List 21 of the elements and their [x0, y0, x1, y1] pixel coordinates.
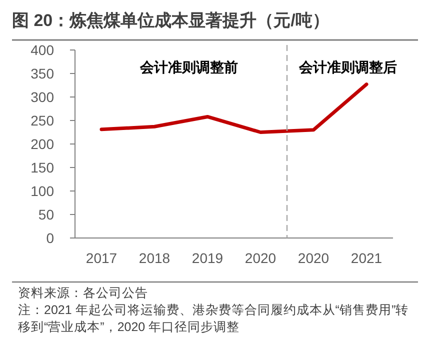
- y-tick-label: 100: [30, 183, 54, 199]
- annotation: 会计准则调整前: [139, 59, 238, 75]
- chart-title: 图 20：炼焦煤单位成本显著提升（元/吨）: [12, 11, 330, 30]
- x-tick-label: 2018: [138, 250, 170, 266]
- x-tick-label: 2019: [192, 250, 224, 266]
- y-tick-label: 400: [30, 42, 54, 58]
- y-tick-label: 350: [30, 66, 54, 82]
- text: 资料来源：各公司公告: [18, 285, 149, 302]
- annotation: 会计准则调整后: [298, 59, 397, 75]
- y-tick-label: 300: [30, 89, 54, 105]
- text: 注：2021 年起公司将运输费、港杂费等合同履约成本从“销售费用”转移到“营业成本”，2020 年口径同步调整: [18, 302, 410, 336]
- y-tick-label: 150: [30, 160, 54, 176]
- line-series: [100, 82, 368, 134]
- y-tick-label: 250: [30, 112, 54, 128]
- x-tick-label: 2020: [298, 250, 330, 266]
- y-tick-label: 200: [30, 136, 54, 152]
- x-tick-label: 2021: [350, 250, 382, 266]
- y-tick-label: 0: [46, 230, 54, 246]
- y-tick-label: 50: [38, 206, 54, 222]
- x-tick-label: 2020: [244, 250, 276, 266]
- x-tick-label: 2017: [86, 250, 118, 266]
